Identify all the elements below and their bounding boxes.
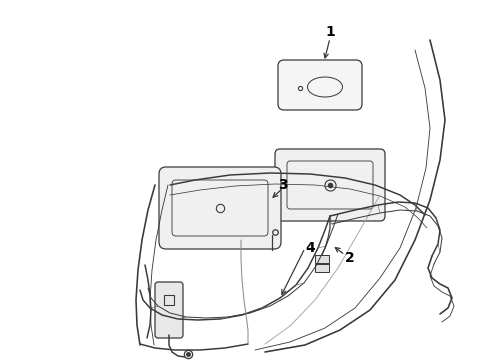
FancyBboxPatch shape: [275, 149, 385, 221]
Text: 1: 1: [325, 25, 335, 39]
FancyBboxPatch shape: [278, 60, 362, 110]
Text: 4: 4: [305, 241, 315, 255]
FancyBboxPatch shape: [315, 255, 329, 263]
Text: 3: 3: [278, 178, 288, 192]
FancyBboxPatch shape: [155, 282, 183, 338]
FancyBboxPatch shape: [159, 167, 281, 249]
Text: 2: 2: [345, 251, 355, 265]
FancyBboxPatch shape: [315, 264, 329, 272]
